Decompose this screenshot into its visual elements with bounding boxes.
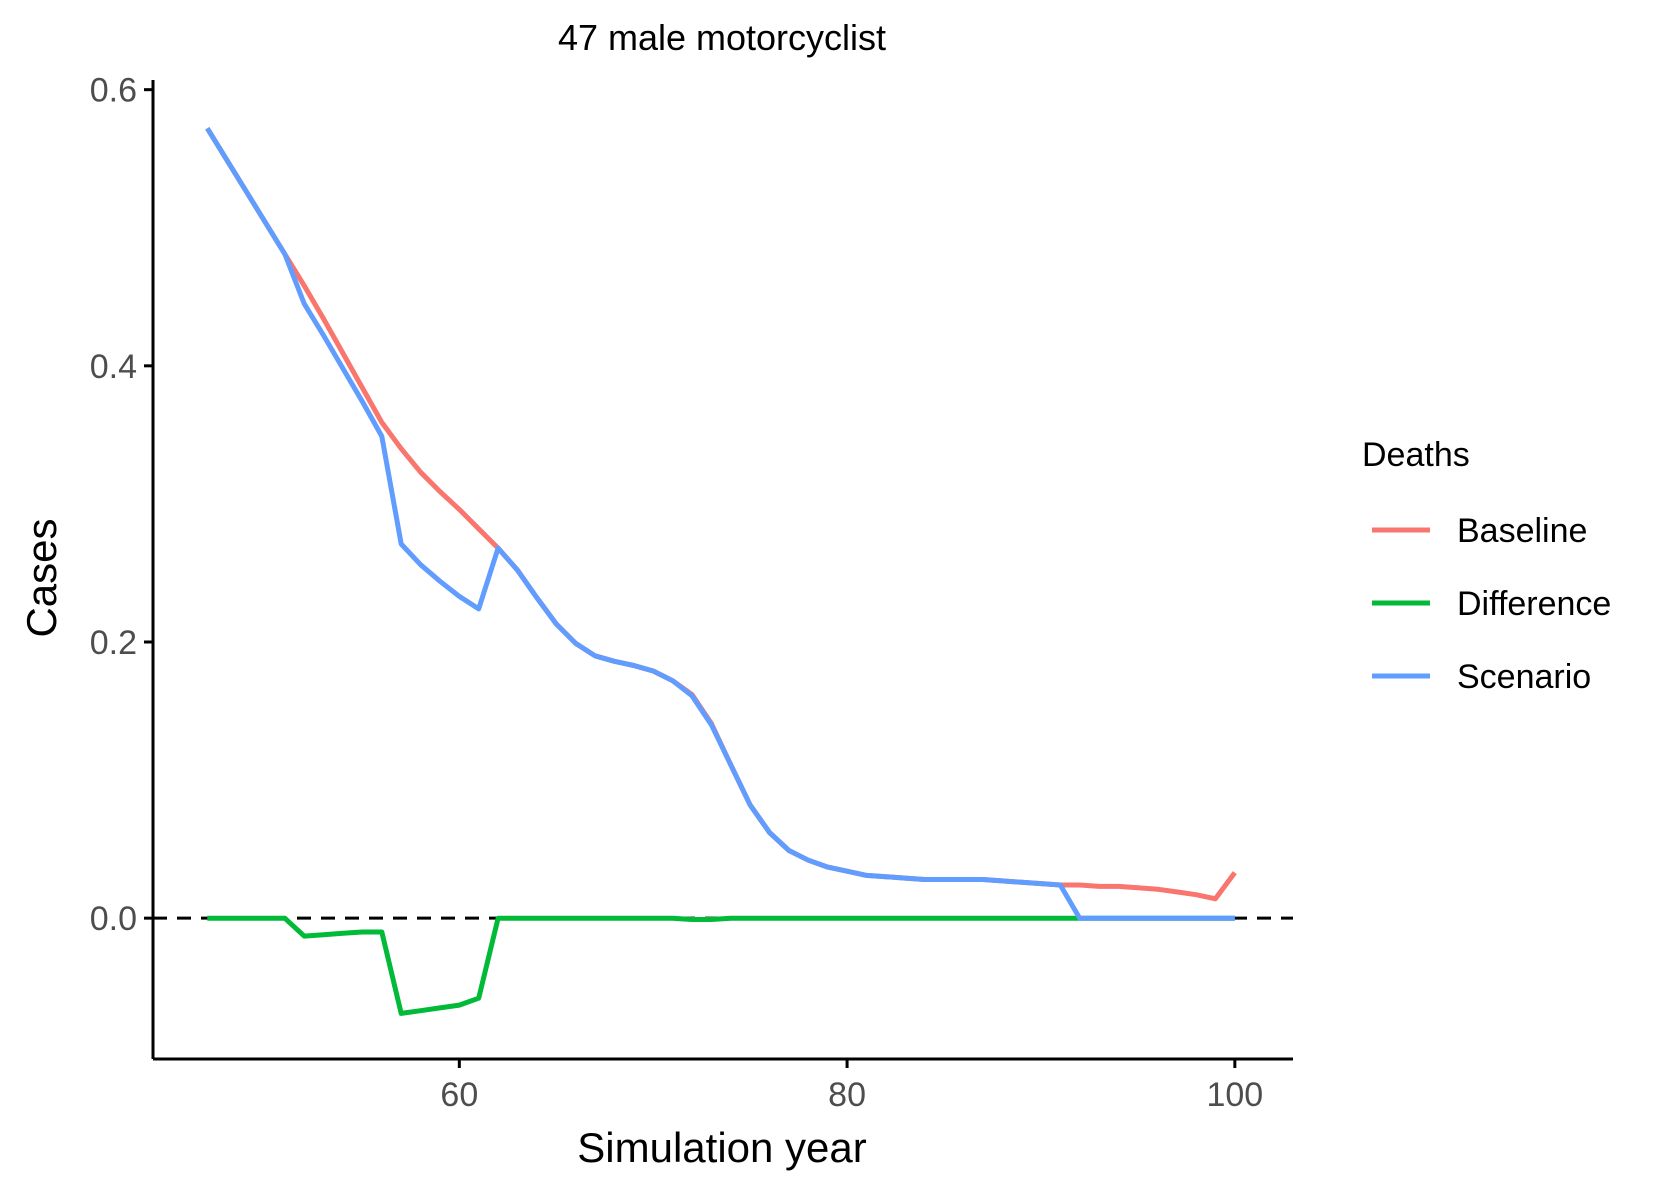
series-line-difference (207, 915, 1235, 1016)
y-axis-title: Cases (18, 518, 65, 637)
series-layer (205, 126, 1237, 1016)
y-tick-label: 0.6 (90, 72, 137, 110)
legend-label-baseline: Baseline (1457, 512, 1587, 550)
series-line-baseline (205, 126, 1237, 902)
series-line-scenario (205, 126, 1235, 921)
plot-area (153, 126, 1293, 1016)
legend-label-difference: Difference (1457, 585, 1611, 623)
legend: Deaths Baseline Difference Scenario (1362, 436, 1611, 696)
y-tick-label: 0.2 (90, 624, 137, 662)
legend-items: Baseline Difference Scenario (1372, 512, 1611, 696)
chart-title: 47 male motorcyclist (558, 17, 886, 58)
x-axis-ticks: 60 80 100 (440, 1059, 1263, 1114)
y-axis-ticks: 0.0 0.2 0.4 0.6 (90, 72, 153, 938)
x-tick-label: 80 (828, 1076, 866, 1114)
x-axis-title: Simulation year (577, 1124, 866, 1171)
x-tick-label: 60 (440, 1076, 478, 1114)
y-tick-label: 0.0 (90, 900, 137, 938)
y-tick-label: 0.4 (90, 348, 137, 386)
x-tick-label: 100 (1206, 1076, 1263, 1114)
legend-label-scenario: Scenario (1457, 658, 1591, 696)
legend-title: Deaths (1362, 436, 1470, 474)
